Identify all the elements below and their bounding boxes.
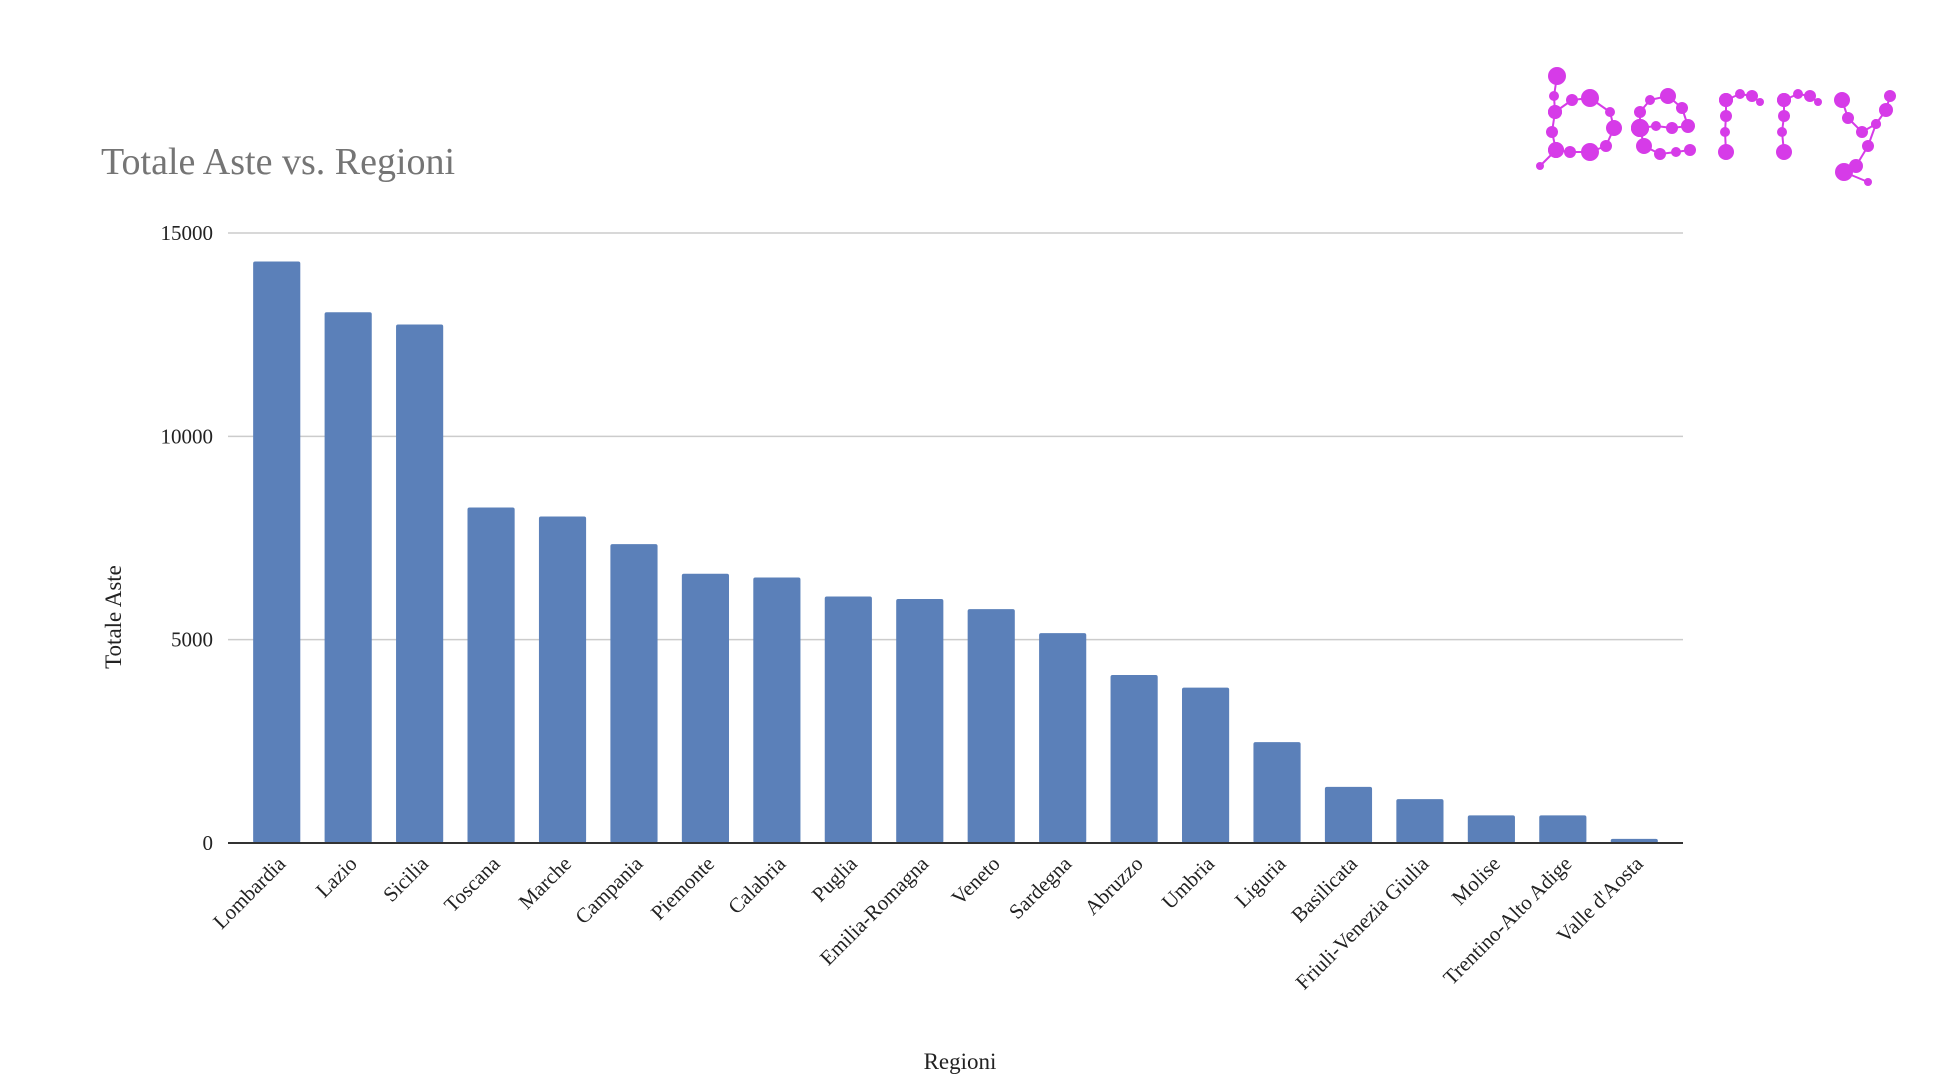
- bar: [1396, 799, 1444, 843]
- logo-dot: [1756, 98, 1764, 106]
- y-tick-label: 5000: [171, 628, 213, 652]
- logo-dot: [1777, 127, 1787, 137]
- logo-dot: [1842, 112, 1854, 124]
- logo-dot: [1746, 90, 1758, 102]
- logo-dot: [1776, 144, 1792, 160]
- logo-dot: [1666, 122, 1678, 134]
- logo-dot: [1566, 94, 1578, 106]
- logo-dot: [1834, 92, 1850, 108]
- bar: [1539, 815, 1587, 843]
- x-tick-label: Sicilia: [378, 851, 433, 906]
- bar: [681, 573, 730, 843]
- x-tick-label: Toscana: [439, 851, 505, 917]
- y-tick-label: 0: [203, 831, 214, 855]
- bar: [1253, 742, 1301, 843]
- x-tick-label: Umbria: [1157, 851, 1220, 914]
- y-tick-label: 10000: [161, 424, 214, 448]
- logo-dot: [1645, 95, 1655, 105]
- logo-dot: [1546, 126, 1558, 138]
- bar: [1110, 675, 1158, 843]
- bar: [1039, 633, 1087, 843]
- logo-dot: [1862, 140, 1874, 152]
- logo-dot: [1600, 140, 1612, 152]
- logo-dot: [1718, 144, 1734, 160]
- logo-dot: [1684, 144, 1696, 156]
- logo-dot: [1793, 89, 1803, 99]
- x-tick-label: Molise: [1447, 852, 1505, 910]
- x-tick-label: Sardegna: [1004, 851, 1077, 924]
- bar: [1610, 838, 1658, 843]
- logo-dot: [1814, 98, 1822, 106]
- logo-dot: [1778, 110, 1790, 122]
- chart-title: Totale Aste vs. Regioni: [101, 141, 455, 183]
- bar: [896, 599, 944, 843]
- bar: [1467, 815, 1515, 843]
- y-tick-label: 15000: [161, 221, 214, 245]
- x-tick-label: Veneto: [947, 852, 1005, 910]
- logo-dot: [1581, 89, 1599, 107]
- gridlines: [228, 232, 1683, 641]
- y-axis-ticks: 0 5000 10000 15000: [161, 221, 214, 855]
- logo-dot: [1548, 67, 1566, 85]
- logo-dot: [1681, 119, 1695, 133]
- bar: [1324, 786, 1373, 843]
- logo-dot: [1654, 148, 1666, 160]
- x-tick-label: Friuli-Venezia Giulia: [1291, 851, 1434, 994]
- bar: [538, 516, 587, 843]
- y-axis-label: Totale Aste: [101, 565, 126, 669]
- logo-dot: [1835, 163, 1853, 181]
- bars: [253, 261, 1658, 843]
- bar: [824, 596, 872, 843]
- x-tick-label: Puglia: [807, 851, 862, 906]
- logo-dot: [1660, 88, 1676, 104]
- logo-dot: [1606, 120, 1622, 136]
- x-tick-label: Campania: [570, 851, 648, 929]
- bar: [253, 261, 301, 843]
- logo-dot: [1634, 106, 1646, 118]
- logo-dot: [1548, 142, 1564, 158]
- logo-dot: [1719, 93, 1733, 107]
- bar: [467, 507, 515, 843]
- logo-dot: [1605, 107, 1615, 117]
- logo-dot: [1536, 162, 1544, 170]
- logo-dot: [1735, 89, 1745, 99]
- x-tick-label: Abruzzo: [1080, 852, 1148, 920]
- x-tick-label: Trentino-Alto Adige: [1438, 852, 1576, 990]
- berry-logo: [1536, 67, 1896, 186]
- logo-dot: [1671, 147, 1681, 157]
- logo-dot: [1549, 91, 1559, 101]
- bar: [610, 544, 658, 843]
- x-tick-label: Calabria: [723, 851, 791, 919]
- logo-dot: [1651, 121, 1661, 131]
- logo-dot: [1884, 90, 1896, 102]
- logo-dot: [1581, 143, 1599, 161]
- x-tick-label: Lombardia: [208, 851, 291, 934]
- bar: [396, 324, 444, 843]
- x-tick-label: Piemonte: [646, 852, 719, 925]
- logo-dot: [1864, 178, 1872, 186]
- bar: [1181, 687, 1230, 843]
- x-tick-label: Lazio: [311, 852, 362, 903]
- logo-dot: [1636, 138, 1652, 154]
- logo-dot: [1804, 90, 1816, 102]
- logo-dot: [1720, 127, 1730, 137]
- logo-dot: [1777, 93, 1791, 107]
- logo-dot: [1564, 146, 1576, 158]
- logo-dot: [1856, 126, 1868, 138]
- x-tick-label: Liguria: [1230, 851, 1291, 912]
- x-tick-label: Marche: [514, 852, 576, 914]
- x-axis-label: Regioni: [924, 1049, 997, 1074]
- logo-dot: [1879, 103, 1893, 117]
- logo-dot: [1631, 119, 1649, 137]
- bar: [753, 577, 801, 843]
- logo-dot: [1720, 110, 1732, 122]
- logo-dot: [1871, 119, 1881, 129]
- bar: [324, 312, 372, 843]
- logo-dot: [1676, 102, 1688, 114]
- logo-dot: [1548, 105, 1562, 119]
- x-axis-category-labels: Lombardia Lazio Sicilia Toscana MarcheCampan…: [208, 851, 1648, 994]
- bar: [967, 609, 1015, 843]
